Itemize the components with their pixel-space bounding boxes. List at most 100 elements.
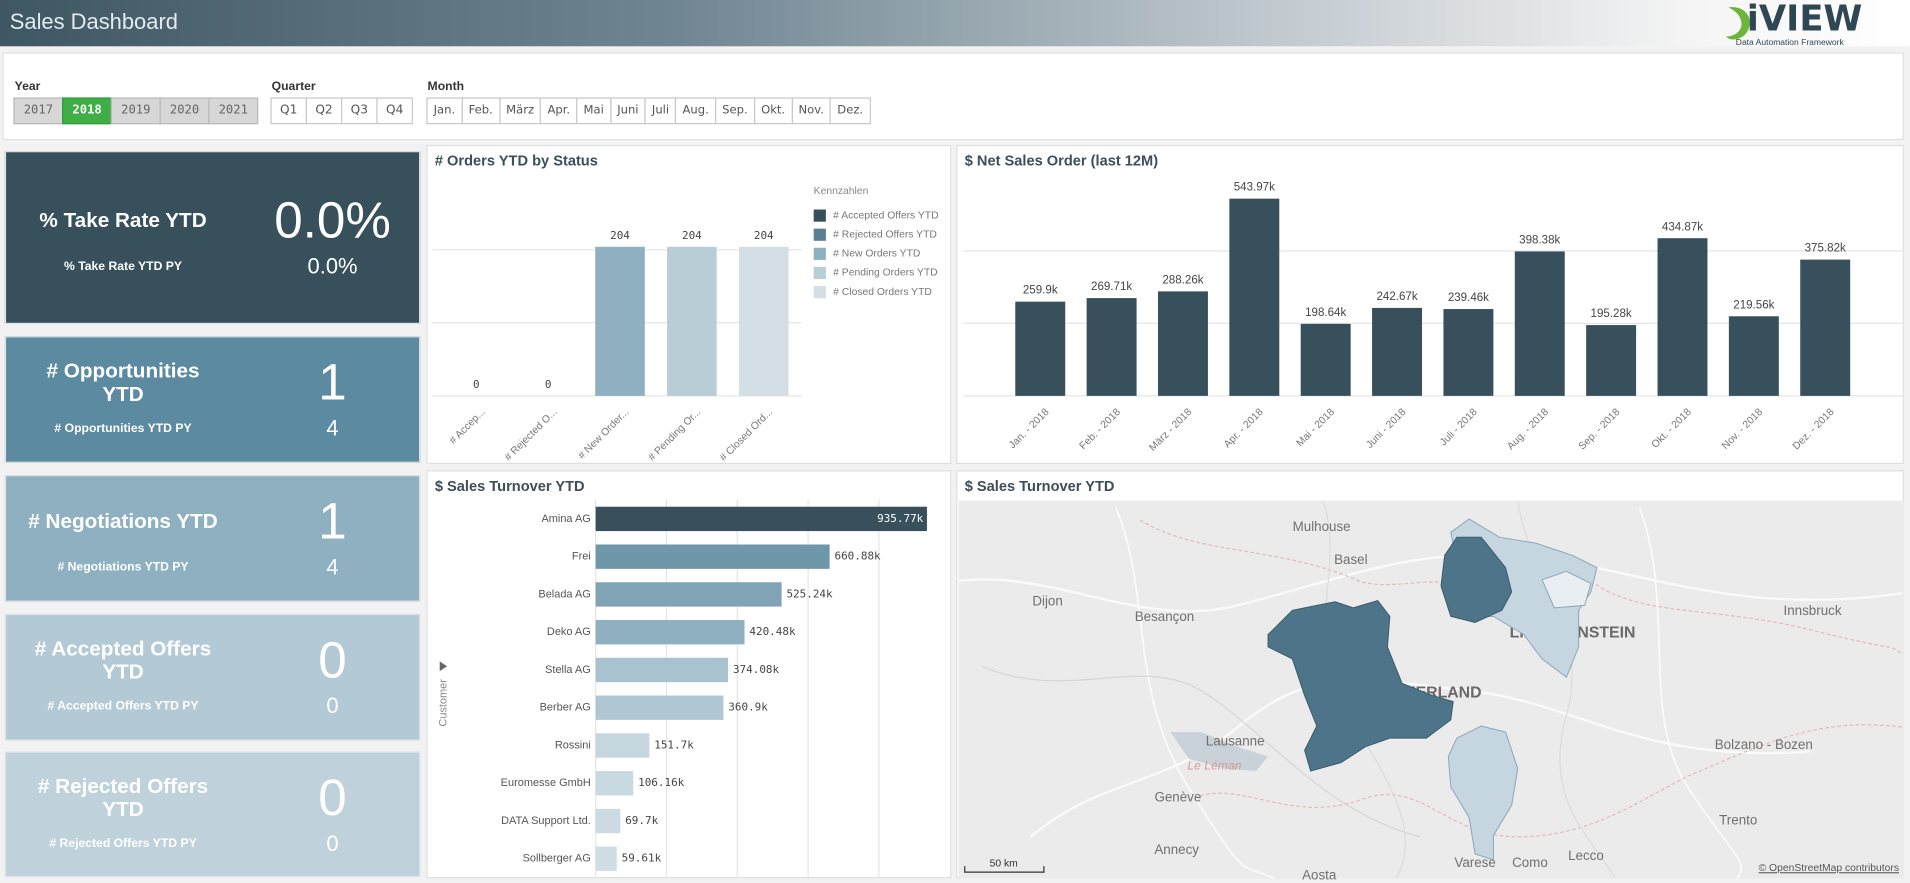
value-label: 398.38k bbox=[1519, 235, 1560, 247]
region[interactable] bbox=[1267, 599, 1454, 772]
filter-label: Month bbox=[427, 80, 465, 94]
value-label: 374.08k bbox=[733, 663, 780, 676]
map-label: Lecco bbox=[1568, 848, 1604, 863]
x-tick-label: Okt. - 2018 bbox=[1650, 407, 1694, 451]
filter-button[interactable]: 2019 bbox=[110, 97, 161, 125]
x-tick-label: # Closed Ord... bbox=[718, 407, 775, 464]
kpi-py-label: # Negotiations YTD PY bbox=[57, 560, 189, 575]
filter-button[interactable]: Dez. bbox=[829, 97, 871, 125]
bar bbox=[595, 582, 782, 607]
legend-swatch bbox=[813, 228, 826, 241]
map-attribution[interactable]: © OpenStreetMap contributors bbox=[1759, 863, 1899, 874]
kpi-py-value: 0 bbox=[326, 831, 339, 856]
value-label: 269.71k bbox=[1091, 281, 1132, 293]
value-label: 204 bbox=[754, 229, 774, 242]
x-tick-label: Nov. - 2018 bbox=[1720, 407, 1765, 452]
bar bbox=[1086, 298, 1137, 396]
filter-button[interactable]: Nov. bbox=[791, 97, 832, 125]
filter-button[interactable]: Juni bbox=[609, 97, 646, 125]
value-label: 525.24k bbox=[786, 587, 833, 600]
bar bbox=[738, 246, 789, 396]
bar bbox=[595, 620, 745, 645]
chart: 0 # Accep... 0 # Rejected O... 204 # New Orde… bbox=[432, 186, 939, 464]
kpi-py-label: # Accepted Offers YTD PY bbox=[47, 699, 199, 714]
filter-button[interactable]: Aug. bbox=[675, 97, 717, 125]
kpi-card: # Rejected Offers YTD 0 # Rejected Offers … bbox=[4, 751, 421, 878]
map-label: Lausanne bbox=[1206, 733, 1265, 748]
filter-buttons: Jan. Feb. März Apr. Mai Juni Juli Aug. Sep. Okt. N… bbox=[426, 97, 871, 125]
kpi-title: # Negotiations YTD bbox=[28, 509, 218, 533]
bar bbox=[1229, 198, 1280, 396]
bar bbox=[1443, 309, 1494, 396]
map-label: Besançon bbox=[1135, 609, 1195, 624]
filter-button[interactable]: Q4 bbox=[376, 97, 413, 125]
bar bbox=[1157, 291, 1208, 396]
legend-label: # Rejected Offers YTD bbox=[833, 229, 937, 240]
kpi-py-label: # Rejected Offers YTD PY bbox=[49, 837, 197, 851]
filter-button[interactable]: Feb. bbox=[461, 97, 501, 125]
bar bbox=[595, 544, 830, 569]
logo: iVIEW Data Automation Framework bbox=[1726, 0, 1862, 46]
scale-bar bbox=[964, 866, 1045, 873]
y-tick-label: Deko AG bbox=[547, 626, 591, 638]
kpi-py-label: % Take Rate YTD PY bbox=[64, 260, 183, 274]
map-label: Le Léman bbox=[1187, 758, 1241, 772]
panel-title: # Orders YTD by Status bbox=[434, 152, 598, 170]
kpi-value: 0 bbox=[318, 630, 347, 689]
bar bbox=[1586, 325, 1637, 396]
bar bbox=[1514, 251, 1565, 396]
filter-button[interactable]: 2017 bbox=[13, 97, 64, 125]
region[interactable] bbox=[1541, 570, 1592, 609]
kpi-title: # Opportunities YTD bbox=[46, 359, 200, 406]
filter-button[interactable]: Apr. bbox=[540, 97, 578, 125]
region[interactable] bbox=[1440, 536, 1513, 623]
filter-button[interactable]: Q1 bbox=[270, 97, 307, 125]
filter-group: Quarter Q1 Q2 Q3 Q4 bbox=[270, 80, 413, 125]
filter-button[interactable]: Q2 bbox=[305, 97, 343, 125]
filter-button[interactable]: 2021 bbox=[208, 97, 259, 125]
bar bbox=[1800, 259, 1851, 396]
turnover-panel: $ Sales Turnover YTD Amina AG 935.77k Frei… bbox=[426, 470, 952, 879]
filter-button[interactable]: März bbox=[498, 97, 542, 125]
filter-group: Month Jan. Feb. März Apr. Mai Juni Juli Aug. Sep.… bbox=[426, 80, 871, 125]
filter-button[interactable]: Okt. bbox=[753, 97, 793, 125]
legend-swatch bbox=[813, 209, 826, 222]
value-label: 0 bbox=[473, 378, 480, 391]
filter-button[interactable]: Jan. bbox=[426, 97, 463, 125]
filter-button[interactable]: Q3 bbox=[341, 97, 378, 125]
value-label: 660.88k bbox=[834, 550, 881, 563]
value-label: 239.46k bbox=[1448, 292, 1489, 304]
value-label: 242.67k bbox=[1376, 291, 1417, 303]
filter-button[interactable]: Sep. bbox=[714, 97, 755, 125]
bar bbox=[1300, 323, 1351, 396]
bar bbox=[595, 771, 634, 796]
filter-button[interactable]: Mai bbox=[576, 97, 612, 125]
legend-title: Kennzahlen bbox=[814, 186, 869, 197]
filter-button[interactable]: 2018 bbox=[62, 97, 113, 125]
y-tick-label: Frei bbox=[572, 551, 591, 563]
filter-button[interactable]: 2020 bbox=[159, 97, 210, 125]
legend-swatch bbox=[813, 286, 826, 299]
y-tick-label: Amina AG bbox=[541, 513, 590, 525]
value-label: 151.7k bbox=[654, 738, 694, 751]
map-label: Varese bbox=[1454, 855, 1495, 870]
axis-toggle[interactable] bbox=[439, 661, 448, 672]
x-tick-label: Feb. - 2018 bbox=[1078, 407, 1123, 452]
value-label: 204 bbox=[682, 229, 702, 242]
filter-group: Year 2017 2018 2019 2020 2021 bbox=[13, 80, 259, 125]
y-tick-label: Stella AG bbox=[545, 664, 591, 676]
value-label: 219.56k bbox=[1733, 299, 1774, 311]
value-label: 198.64k bbox=[1305, 307, 1346, 319]
region[interactable] bbox=[1447, 725, 1519, 861]
map[interactable]: Mulhouse Basel Dijon Besançon LIECHTENST… bbox=[957, 471, 1905, 879]
filter-button[interactable]: Juli bbox=[644, 97, 677, 125]
x-tick-label: Jan. - 2018 bbox=[1007, 407, 1052, 452]
x-tick-label: # New Order... bbox=[576, 407, 631, 462]
value-label: 543.97k bbox=[1234, 182, 1275, 194]
map-label: Dijon bbox=[1032, 593, 1062, 608]
kpi-value: 1 bbox=[318, 353, 347, 411]
map-label: Mulhouse bbox=[1293, 519, 1351, 534]
